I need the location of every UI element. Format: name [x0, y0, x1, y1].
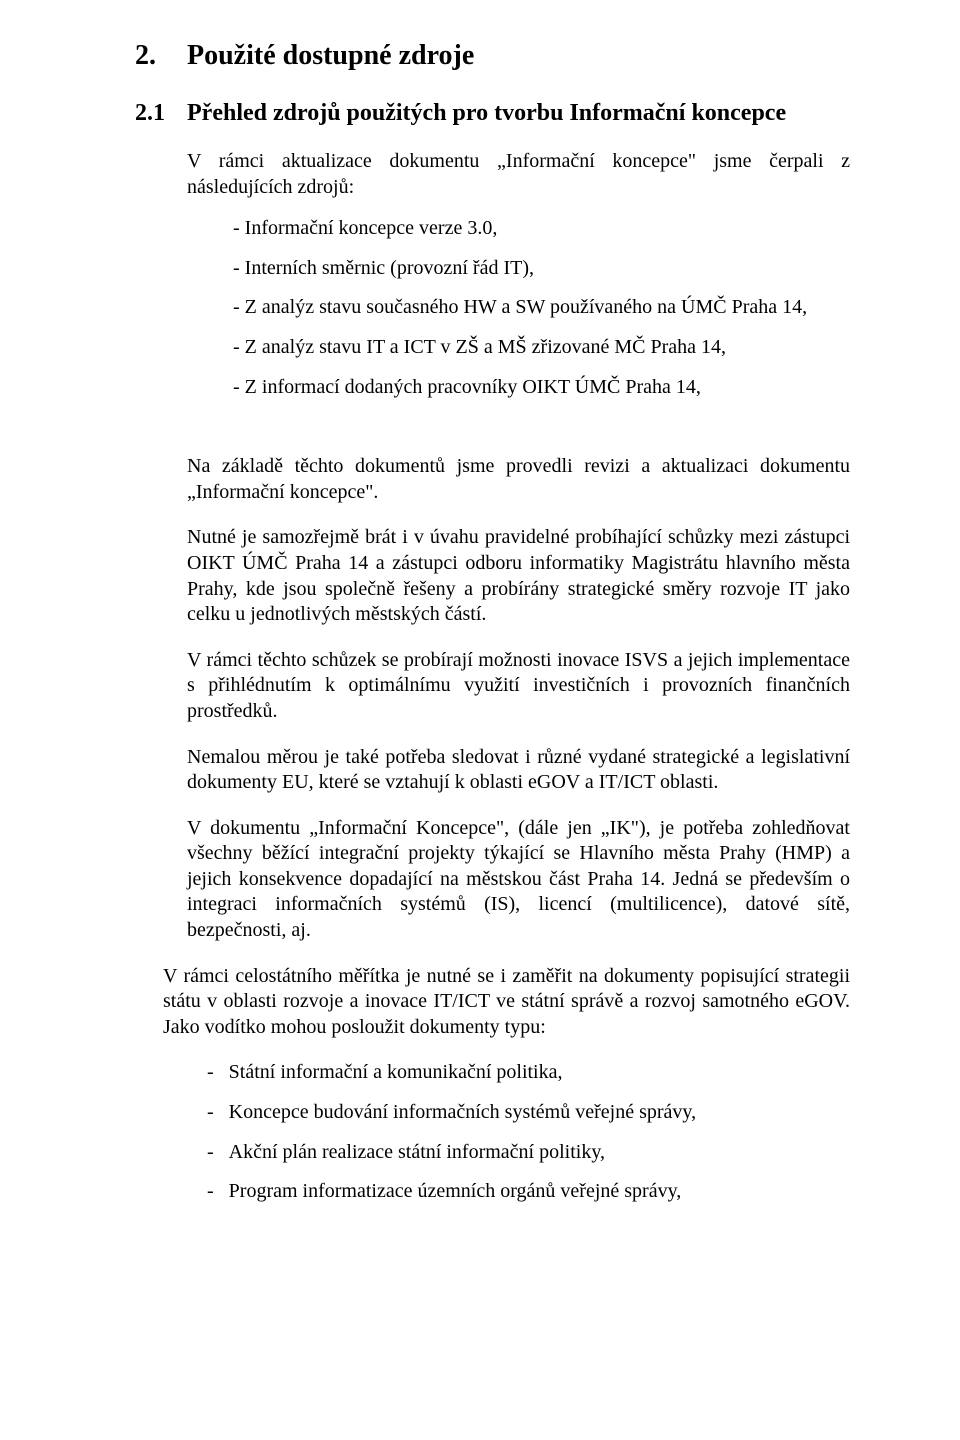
paragraph: V dokumentu „Informační Koncepce", (dále… [187, 816, 850, 944]
list-item: Z analýz stavu současného HW a SW použív… [187, 295, 850, 321]
list-item: Koncepce budování informačních systémů v… [135, 1100, 850, 1126]
intro-paragraph: V rámci aktualizace dokumentu „Informačn… [187, 149, 850, 200]
heading-1-text: Použité dostupné zdroje [187, 40, 474, 72]
heading-1-number: 2. [135, 40, 187, 72]
list-item: Interních směrnic (provozní řád IT), [187, 256, 850, 282]
paragraph: V rámci těchto schůzek se probírají možn… [187, 648, 850, 725]
paragraph: Nemalou měrou je také potřeba sledovat i… [187, 745, 850, 796]
list-item: Z informací dodaných pracovníky OIKT ÚMČ… [187, 375, 850, 401]
heading-2-text: Přehled zdrojů použitých pro tvorbu Info… [187, 100, 786, 127]
paragraph: Na základě těchto dokumentů jsme provedl… [187, 454, 850, 505]
heading-1: 2. Použité dostupné zdroje [135, 40, 850, 72]
sources-list: Informační koncepce verze 3.0, Interních… [187, 216, 850, 400]
spacer [187, 424, 850, 454]
list-item: Z analýz stavu IT a ICT v ZŠ a MŠ zřizov… [187, 335, 850, 361]
paragraph: Nutné je samozřejmě brát i v úvahu pravi… [187, 525, 850, 627]
heading-2-number: 2.1 [135, 100, 187, 127]
paragraph-outdent: V rámci celostátního měřítka je nutné se… [163, 964, 850, 1041]
body-block: V rámci aktualizace dokumentu „Informačn… [187, 149, 850, 944]
heading-2: 2.1 Přehled zdrojů použitých pro tvorbu … [135, 100, 850, 127]
list-item: Akční plán realizace státní informační p… [135, 1140, 850, 1166]
document-page: 2. Použité dostupné zdroje 2.1 Přehled z… [0, 0, 960, 1440]
documents-list: Státní informační a komunikační politika… [135, 1060, 850, 1204]
list-item: Státní informační a komunikační politika… [135, 1060, 850, 1086]
list-item: Informační koncepce verze 3.0, [187, 216, 850, 242]
list-item: Program informatizace územních orgánů ve… [135, 1179, 850, 1205]
